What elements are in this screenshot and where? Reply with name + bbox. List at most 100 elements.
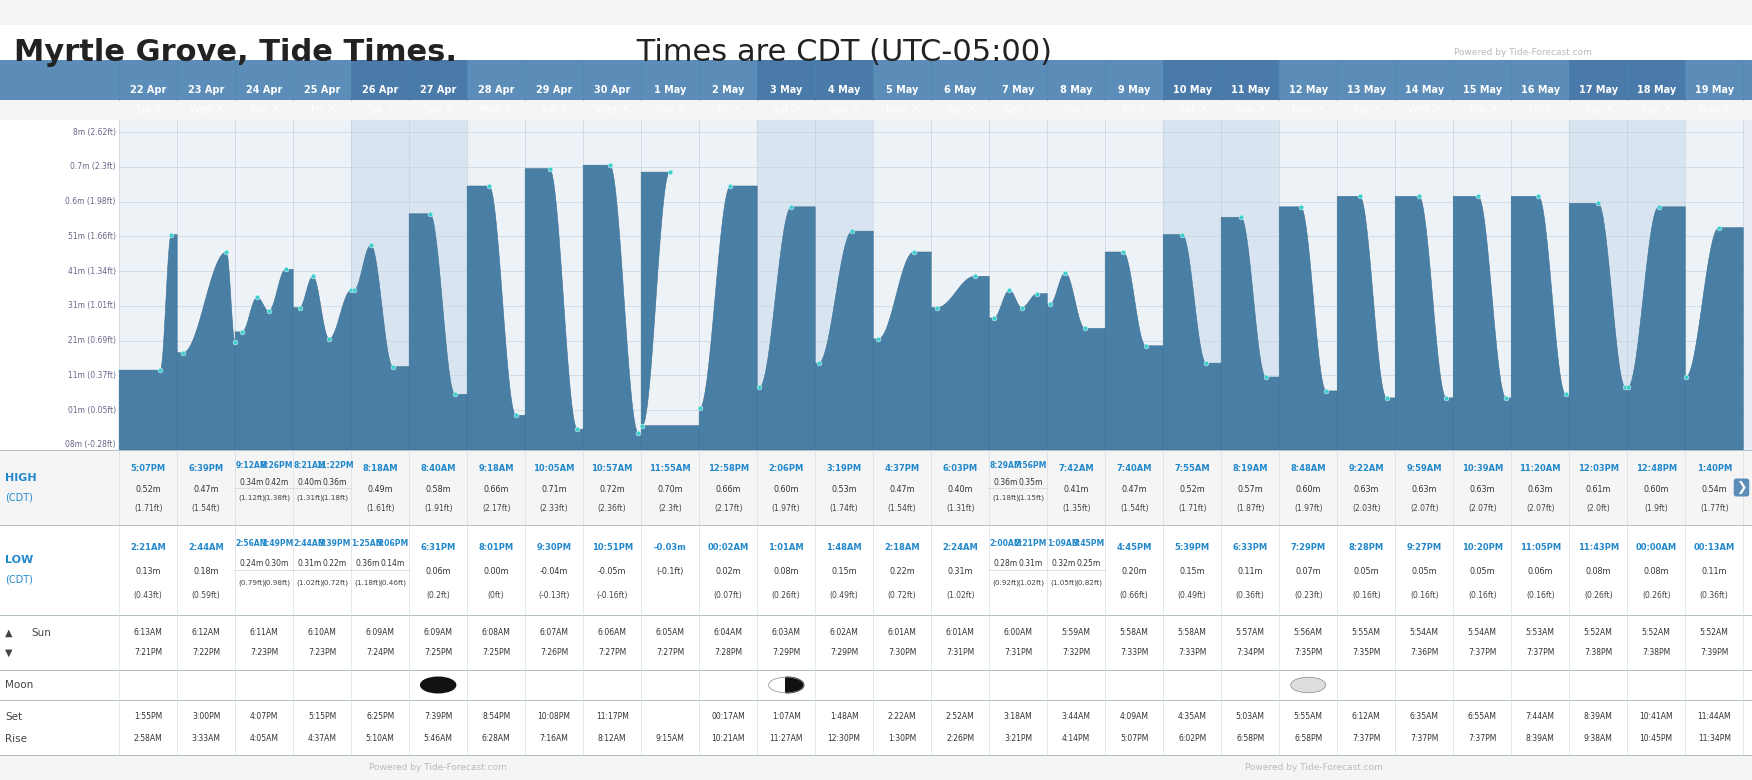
Text: 15 May: 15 May <box>1463 85 1501 95</box>
Text: 0.30m: 0.30m <box>265 559 289 568</box>
Text: 4:05AM: 4:05AM <box>249 734 279 743</box>
Text: 7:38PM: 7:38PM <box>1642 648 1670 657</box>
Text: 9:38AM: 9:38AM <box>1584 734 1612 743</box>
Text: 0.11m: 0.11m <box>1701 567 1727 576</box>
Text: 7:39PM: 7:39PM <box>424 712 452 721</box>
Text: (1.31ft): (1.31ft) <box>946 504 974 513</box>
Text: 5:15PM: 5:15PM <box>308 712 336 721</box>
Polygon shape <box>787 677 804 693</box>
Text: 0.20m: 0.20m <box>1121 567 1148 576</box>
Text: 1:48AM: 1:48AM <box>827 543 862 552</box>
Bar <box>1163 60 1221 100</box>
Text: 0.6m (1.98ft): 0.6m (1.98ft) <box>65 197 116 206</box>
Bar <box>468 120 526 450</box>
Text: 6:35AM: 6:35AM <box>1410 712 1438 721</box>
Text: 12:48PM: 12:48PM <box>1636 464 1677 473</box>
Text: 4:09AM: 4:09AM <box>1120 712 1149 721</box>
Text: 5:10AM: 5:10AM <box>366 734 394 743</box>
Text: 0.72m: 0.72m <box>599 484 625 494</box>
Bar <box>350 120 410 450</box>
Text: 6:00AM: 6:00AM <box>1004 628 1032 637</box>
Text: 7:25PM: 7:25PM <box>424 648 452 657</box>
Text: 2 May: 2 May <box>711 85 745 95</box>
Bar <box>1106 120 1163 450</box>
Text: 7:42AM: 7:42AM <box>1058 464 1093 473</box>
Text: 9:15AM: 9:15AM <box>655 734 685 743</box>
Text: (1.38ft): (1.38ft) <box>263 495 291 502</box>
Text: (1.02ft): (1.02ft) <box>296 580 322 586</box>
Text: 23 Apr: 23 Apr <box>187 85 224 95</box>
Text: (-0.16ft): (-0.16ft) <box>596 590 627 600</box>
Text: 2:44AM: 2:44AM <box>293 538 326 548</box>
Bar <box>0 700 1752 755</box>
Text: 3:45PM: 3:45PM <box>1072 538 1106 548</box>
Text: 0.25m: 0.25m <box>1077 559 1100 568</box>
Text: 0.60m: 0.60m <box>773 484 799 494</box>
Text: 0.31m: 0.31m <box>298 559 322 568</box>
Text: 00:13AM: 00:13AM <box>1694 543 1734 552</box>
Text: Fri ↗: Fri ↗ <box>310 105 333 115</box>
Bar <box>410 60 468 100</box>
Text: 10:08PM: 10:08PM <box>538 712 571 721</box>
Text: (0.26ft): (0.26ft) <box>773 590 801 600</box>
Bar <box>1221 120 1279 450</box>
Text: 6:01AM: 6:01AM <box>946 628 974 637</box>
Text: 3:00PM: 3:00PM <box>193 712 221 721</box>
Text: (0.82ft): (0.82ft) <box>1076 580 1102 586</box>
Text: 0.63m: 0.63m <box>1354 484 1379 494</box>
Text: 8m (2.62ft): 8m (2.62ft) <box>72 128 116 136</box>
Text: (1.77ft): (1.77ft) <box>1699 504 1729 513</box>
Text: (0.98ft): (0.98ft) <box>263 580 291 586</box>
Text: (1.97ft): (1.97ft) <box>773 504 801 513</box>
Text: 6:02AM: 6:02AM <box>830 628 858 637</box>
Text: 7:37PM: 7:37PM <box>1468 734 1496 743</box>
Text: (1.54ft): (1.54ft) <box>888 504 916 513</box>
Text: 8:28PM: 8:28PM <box>1349 543 1384 552</box>
Text: 0.35m: 0.35m <box>1018 477 1042 487</box>
Text: 0.05m: 0.05m <box>1412 567 1437 576</box>
Text: 3:19PM: 3:19PM <box>827 464 862 473</box>
Text: 7:35PM: 7:35PM <box>1295 648 1323 657</box>
Text: 10:21AM: 10:21AM <box>711 734 745 743</box>
Text: Myrtle Grove, Tide Times.: Myrtle Grove, Tide Times. <box>14 38 457 67</box>
Bar <box>177 120 235 450</box>
Text: Wed ↗: Wed ↗ <box>1409 105 1440 115</box>
Text: 12:30PM: 12:30PM <box>827 734 860 743</box>
Text: (CDT): (CDT) <box>5 492 33 502</box>
Bar <box>699 120 757 450</box>
Text: (1.87ft): (1.87ft) <box>1235 504 1265 513</box>
Text: 7:39PM: 7:39PM <box>1699 648 1729 657</box>
Text: 8:21AM: 8:21AM <box>293 460 326 470</box>
Text: 0.05m: 0.05m <box>1470 567 1494 576</box>
Text: 7:21PM: 7:21PM <box>135 648 163 657</box>
Text: 10:51PM: 10:51PM <box>592 543 632 552</box>
Text: 7:33PM: 7:33PM <box>1177 648 1207 657</box>
Text: 4:37PM: 4:37PM <box>885 464 920 473</box>
Bar <box>0 60 1752 100</box>
Text: 7:28PM: 7:28PM <box>715 648 743 657</box>
Text: 0.22m: 0.22m <box>890 567 915 576</box>
Text: Powered by Tide-Forecast.com: Powered by Tide-Forecast.com <box>370 763 506 772</box>
Text: 7:25PM: 7:25PM <box>482 648 510 657</box>
Bar <box>0 120 1752 450</box>
Polygon shape <box>1395 197 1452 450</box>
Text: Thu ↗: Thu ↗ <box>655 105 685 115</box>
Text: Mon ↗: Mon ↗ <box>480 105 512 115</box>
Text: (1.61ft): (1.61ft) <box>366 504 394 513</box>
Text: 27 Apr: 27 Apr <box>420 85 456 95</box>
Bar <box>1685 120 1743 450</box>
Text: 0.05m: 0.05m <box>1353 567 1379 576</box>
Text: (-0.13ft): (-0.13ft) <box>538 590 569 600</box>
Text: Tue ↗: Tue ↗ <box>135 105 163 115</box>
Text: (0.43ft): (0.43ft) <box>133 590 163 600</box>
Text: 2:56AM: 2:56AM <box>235 538 268 548</box>
Bar <box>0 700 1752 755</box>
Text: 0.00m: 0.00m <box>484 567 508 576</box>
Text: 9 May: 9 May <box>1118 85 1151 95</box>
Text: 5:58AM: 5:58AM <box>1177 628 1207 637</box>
Text: 16 May: 16 May <box>1521 85 1559 95</box>
Bar <box>1628 60 1685 100</box>
Text: Thu ↗: Thu ↗ <box>249 105 279 115</box>
Polygon shape <box>1221 218 1279 450</box>
Text: 5:57AM: 5:57AM <box>1235 628 1265 637</box>
